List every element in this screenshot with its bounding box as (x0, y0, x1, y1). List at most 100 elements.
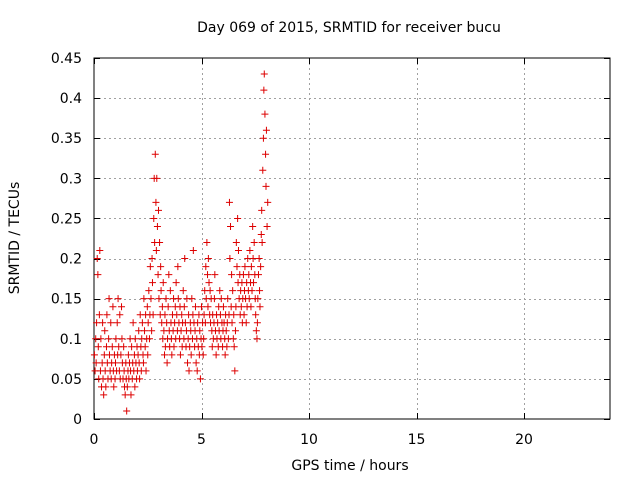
data-point (95, 311, 103, 319)
data-point (222, 327, 230, 335)
data-point (189, 247, 197, 255)
data-point (144, 319, 152, 327)
data-point (257, 230, 265, 238)
data-point (259, 166, 267, 174)
data-point (204, 255, 212, 263)
data-point (198, 343, 206, 351)
data-point (212, 351, 220, 359)
data-point (145, 335, 153, 343)
data-point (110, 383, 118, 391)
data-point (192, 359, 200, 367)
data-point (254, 295, 262, 303)
data-point (200, 335, 208, 343)
data-point (229, 335, 237, 343)
data-point (174, 295, 182, 303)
data-point (161, 311, 169, 319)
data-point (102, 383, 110, 391)
data-point (225, 198, 233, 206)
data-point (172, 279, 180, 287)
data-point (112, 359, 119, 367)
data-point (129, 319, 137, 327)
data-point (161, 351, 169, 359)
data-point (211, 271, 219, 279)
data-point (156, 239, 164, 247)
data-point (164, 303, 172, 311)
data-point (204, 303, 212, 311)
data-point (217, 295, 225, 303)
y-tick-label: 0.45 (51, 51, 82, 67)
data-point (149, 311, 157, 319)
x-tick-label: 20 (515, 432, 533, 448)
data-point (124, 351, 132, 359)
data-point (255, 255, 263, 263)
data-point (256, 287, 264, 295)
y-tick-label: 0.05 (51, 372, 82, 388)
data-point (249, 222, 257, 230)
data-point (188, 295, 196, 303)
data-point (234, 247, 242, 255)
data-point (206, 287, 214, 295)
data-point (196, 375, 204, 383)
data-point (100, 391, 108, 399)
y-tick-label: 0.4 (60, 91, 82, 107)
data-point (229, 287, 237, 295)
data-point (109, 303, 117, 311)
data-point (93, 255, 101, 263)
data-point (147, 295, 155, 303)
data-point (113, 319, 121, 327)
data-point (189, 311, 197, 319)
data-point (116, 311, 124, 319)
data-point (152, 247, 160, 255)
data-point (166, 287, 174, 295)
point-layer (90, 70, 272, 415)
data-point (155, 206, 162, 214)
data-point (261, 110, 269, 118)
data-point (253, 319, 261, 327)
data-point (105, 335, 113, 343)
data-point (226, 255, 234, 263)
data-point (263, 222, 271, 230)
data-point (247, 263, 255, 271)
data-point (260, 70, 268, 78)
data-point (230, 343, 238, 351)
data-point (112, 335, 120, 343)
data-point (257, 263, 265, 271)
x-axis-title: GPS time / hours (291, 458, 408, 474)
data-point (94, 343, 102, 351)
data-point (204, 271, 212, 279)
data-point (202, 263, 210, 271)
data-point (90, 351, 98, 359)
data-point (101, 327, 109, 335)
y-tick-label: 0.15 (51, 292, 82, 308)
x-tick-label: 10 (300, 432, 318, 448)
data-point (231, 367, 239, 375)
data-point (141, 327, 149, 335)
data-point (99, 319, 107, 327)
data-point (163, 359, 171, 367)
tick-layer: 0 5 10 15 20 0 0.05 0.1 0.15 0.2 0.25 0.3 0.35 0.4 0.4… (51, 51, 610, 448)
y-tick-label: 0 (73, 412, 82, 428)
data-point (118, 335, 126, 343)
data-point (252, 311, 260, 319)
data-point (146, 263, 154, 271)
data-point (127, 391, 135, 399)
data-point (131, 383, 139, 391)
data-point (136, 375, 144, 383)
data-point (151, 150, 159, 158)
data-point (191, 303, 199, 311)
data-point (170, 343, 178, 351)
data-point (96, 247, 104, 255)
data-point (123, 407, 131, 415)
data-point (159, 279, 167, 287)
data-point (252, 327, 260, 335)
data-point (114, 295, 122, 303)
y-tick-label: 0.3 (60, 171, 82, 187)
data-point (157, 287, 165, 295)
data-point (184, 359, 192, 367)
data-point (140, 295, 148, 303)
data-point (240, 311, 248, 319)
data-point (94, 271, 102, 279)
data-point (108, 343, 116, 351)
